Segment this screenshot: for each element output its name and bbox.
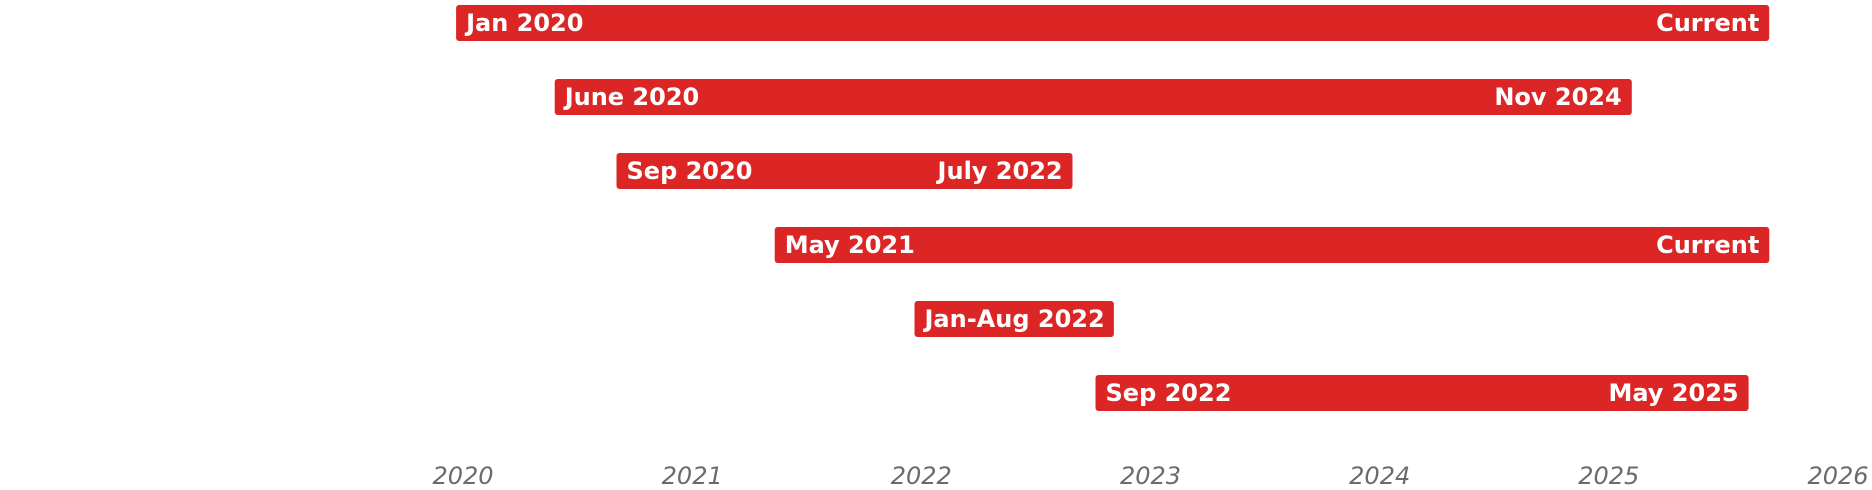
bar-end-label: Current [1656,9,1759,37]
bar-start-label: Jan 2020 [464,9,583,37]
bar-start-label: Jan-Aug 2022 [923,305,1105,333]
bar-end-label: Nov 2024 [1494,83,1621,111]
timeline-bar [914,301,1114,337]
x-tick-label: 2025 [1578,462,1639,490]
bar-end-label: July 2022 [936,157,1063,185]
x-axis: 2020 2021 2022 2023 2024 2025 2026 [432,462,1868,490]
timeline-bar [1095,375,1749,411]
bar-start-label: May 2021 [785,231,915,259]
bars-group: Jan 2020 Current June 2020 Nov 2024 Sep 2020… [456,5,1770,411]
timeline-bar [456,5,1770,41]
timeline-bar [616,153,1073,189]
bar-start-label: Sep 2020 [627,157,753,185]
x-tick-label: 2024 [1349,462,1410,490]
x-tick-label: 2026 [1807,462,1868,490]
timeline-bar [554,79,1632,115]
x-tick-label: 2020 [432,462,493,490]
x-tick-label: 2022 [891,462,952,490]
x-tick-label: 2023 [1120,462,1181,490]
x-tick-label: 2021 [662,462,723,490]
bar-start-label: Sep 2022 [1106,379,1232,407]
bar-end-label: Current [1656,231,1759,259]
timeline-bar [774,227,1770,263]
bar-start-label: June 2020 [563,83,700,111]
bar-end-label: May 2025 [1608,379,1738,407]
